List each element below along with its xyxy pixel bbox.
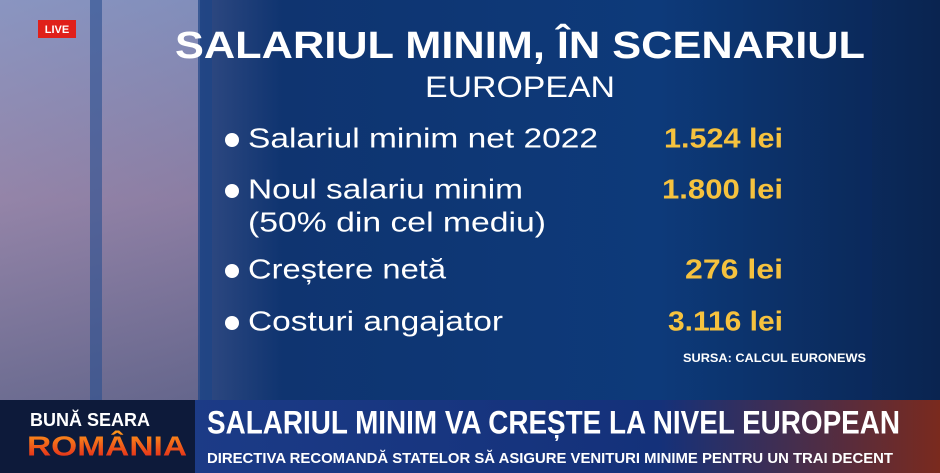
item-value: 3.116 lei xyxy=(668,305,783,336)
bullet xyxy=(225,184,239,198)
item-label: Costuri angajator xyxy=(248,305,503,336)
headline: SALARIUL MINIM VA CREȘTE LA NIVEL EUROPE… xyxy=(207,404,900,440)
item-label: (50% din cel mediu) xyxy=(248,206,546,237)
subtitle: EUROPEAN xyxy=(425,71,615,104)
item-value: 276 lei xyxy=(685,253,783,284)
subheadline: DIRECTIVA RECOMANDĂ STATELOR SĂ ASIGURE … xyxy=(207,450,893,467)
live-text: LIVE xyxy=(45,24,69,36)
source: SURSA: CALCUL EURONEWS xyxy=(683,351,866,365)
title: SALARIUL MINIM, ÎN SCENARIUL xyxy=(175,23,865,67)
item-label: Salariul minim net 2022 xyxy=(248,122,598,153)
bullet xyxy=(225,133,239,147)
bullet xyxy=(225,316,239,330)
item-list: Salariul minim net 2022 1.524 lei Noul sal… xyxy=(225,122,783,336)
stripe xyxy=(198,0,212,400)
show-name: BUNĂ SEARA xyxy=(30,409,150,430)
live-badge xyxy=(38,20,76,38)
show-logo-bg xyxy=(0,400,195,473)
item-value: 1.800 lei xyxy=(662,173,783,204)
item-value: 1.524 lei xyxy=(664,122,783,153)
item-label: Noul salariu minim xyxy=(248,173,523,204)
stripe xyxy=(90,0,102,400)
show-name: ROMÂNIA xyxy=(27,430,187,461)
item-label: Creștere netă xyxy=(248,253,446,284)
stripe xyxy=(860,0,872,400)
bullet xyxy=(225,264,239,278)
